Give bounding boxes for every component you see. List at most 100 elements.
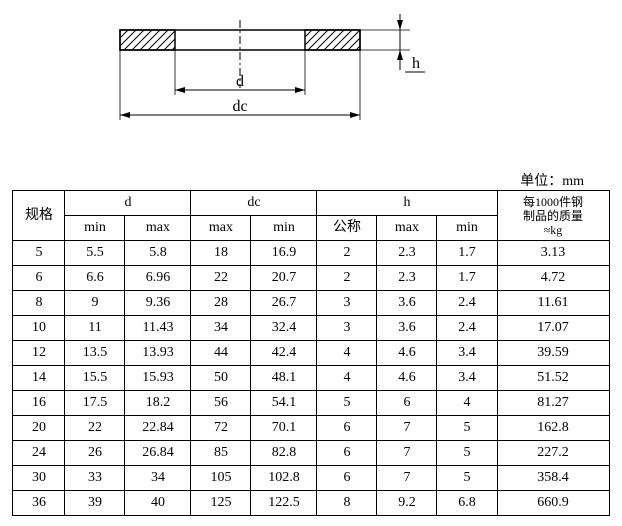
- head-mass: 每1000件钢 制品的质量 ≈kg: [497, 191, 609, 241]
- table-row: 202222.847270.1675162.8: [13, 416, 609, 441]
- cell-d_min: 11: [65, 316, 125, 341]
- cell-h_min: 3.4: [437, 366, 497, 391]
- cell-dc_max: 18: [191, 241, 251, 266]
- cell-dc_max: 34: [191, 316, 251, 341]
- cell-spec: 6: [13, 266, 65, 291]
- table-row: 1415.515.935048.144.63.451.52: [13, 366, 609, 391]
- cell-d_max: 11.43: [125, 316, 191, 341]
- cell-spec: 16: [13, 391, 65, 416]
- cell-dc_max: 56: [191, 391, 251, 416]
- cell-spec: 10: [13, 316, 65, 341]
- cell-d_max: 5.8: [125, 241, 191, 266]
- cell-h_nom: 6: [317, 416, 377, 441]
- head-h-min: min: [437, 216, 497, 241]
- cell-mass: 162.8: [497, 416, 609, 441]
- cell-spec: 5: [13, 241, 65, 266]
- cell-d_max: 6.96: [125, 266, 191, 291]
- cell-mass: 81.27: [497, 391, 609, 416]
- table-row: 101111.433432.433.62.417.07: [13, 316, 609, 341]
- cell-d_min: 22: [65, 416, 125, 441]
- cell-mass: 4.72: [497, 266, 609, 291]
- cell-mass: 227.2: [497, 441, 609, 466]
- cell-d_max: 34: [125, 466, 191, 491]
- cell-spec: 12: [13, 341, 65, 366]
- unit-label: 单位：mm: [10, 170, 612, 190]
- cell-dc_min: 20.7: [251, 266, 317, 291]
- label-dc: dc: [232, 98, 247, 115]
- cell-h_nom: 6: [317, 441, 377, 466]
- head-dc-min: min: [251, 216, 317, 241]
- cell-h_nom: 4: [317, 366, 377, 391]
- cell-d_min: 39: [65, 491, 125, 516]
- head-d: d: [65, 191, 191, 216]
- cell-dc_max: 85: [191, 441, 251, 466]
- cell-mass: 660.9: [497, 491, 609, 516]
- cell-h_max: 6: [377, 391, 437, 416]
- cell-mass: 358.4: [497, 466, 609, 491]
- head-dc: dc: [191, 191, 317, 216]
- cell-h_min: 1.7: [437, 266, 497, 291]
- cell-mass: 3.13: [497, 241, 609, 266]
- cell-d_min: 9: [65, 291, 125, 316]
- table-row: 363940125122.589.26.8660.9: [13, 491, 609, 516]
- cell-spec: 24: [13, 441, 65, 466]
- cell-dc_min: 102.8: [251, 466, 317, 491]
- cell-d_max: 13.93: [125, 341, 191, 366]
- cell-h_min: 1.7: [437, 241, 497, 266]
- cell-dc_min: 16.9: [251, 241, 317, 266]
- cell-d_max: 26.84: [125, 441, 191, 466]
- head-d-max: max: [125, 216, 191, 241]
- cell-h_max: 7: [377, 416, 437, 441]
- cell-d_min: 33: [65, 466, 125, 491]
- label-h: h: [412, 55, 420, 72]
- cell-h_nom: 5: [317, 391, 377, 416]
- cell-d_min: 13.5: [65, 341, 125, 366]
- cell-h_max: 3.6: [377, 316, 437, 341]
- cell-dc_max: 72: [191, 416, 251, 441]
- table-row: 1617.518.25654.156481.27: [13, 391, 609, 416]
- head-h-max: max: [377, 216, 437, 241]
- cell-d_max: 15.93: [125, 366, 191, 391]
- cell-mass: 51.52: [497, 366, 609, 391]
- cell-h_nom: 2: [317, 266, 377, 291]
- cell-dc_min: 82.8: [251, 441, 317, 466]
- head-d-min: min: [65, 216, 125, 241]
- cell-mass: 11.61: [497, 291, 609, 316]
- cell-h_min: 5: [437, 441, 497, 466]
- cell-h_nom: 3: [317, 291, 377, 316]
- cell-dc_min: 42.4: [251, 341, 317, 366]
- cell-h_min: 4: [437, 391, 497, 416]
- cell-h_max: 4.6: [377, 341, 437, 366]
- cell-dc_max: 105: [191, 466, 251, 491]
- cell-h_max: 2.3: [377, 241, 437, 266]
- washer-diagram: d dc h: [100, 10, 612, 150]
- head-spec: 规格: [13, 191, 65, 241]
- cell-d_min: 26: [65, 441, 125, 466]
- cell-spec: 36: [13, 491, 65, 516]
- head-h-nom: 公称: [317, 216, 377, 241]
- cell-h_min: 3.4: [437, 341, 497, 366]
- cell-d_min: 5.5: [65, 241, 125, 266]
- cell-mass: 17.07: [497, 316, 609, 341]
- table-row: 55.55.81816.922.31.73.13: [13, 241, 609, 266]
- cell-dc_max: 28: [191, 291, 251, 316]
- cell-spec: 8: [13, 291, 65, 316]
- cell-h_max: 7: [377, 466, 437, 491]
- table-row: 899.362826.733.62.411.61: [13, 291, 609, 316]
- cell-h_min: 2.4: [437, 316, 497, 341]
- cell-h_min: 6.8: [437, 491, 497, 516]
- cell-h_min: 5: [437, 466, 497, 491]
- cell-h_nom: 4: [317, 341, 377, 366]
- cell-dc_max: 125: [191, 491, 251, 516]
- cell-h_nom: 8: [317, 491, 377, 516]
- cell-d_min: 15.5: [65, 366, 125, 391]
- cell-spec: 30: [13, 466, 65, 491]
- cell-spec: 14: [13, 366, 65, 391]
- cell-spec: 20: [13, 416, 65, 441]
- table-row: 303334105102.8675358.4: [13, 466, 609, 491]
- cell-h_min: 2.4: [437, 291, 497, 316]
- cell-dc_max: 50: [191, 366, 251, 391]
- cell-dc_min: 122.5: [251, 491, 317, 516]
- cell-d_max: 22.84: [125, 416, 191, 441]
- cell-h_nom: 2: [317, 241, 377, 266]
